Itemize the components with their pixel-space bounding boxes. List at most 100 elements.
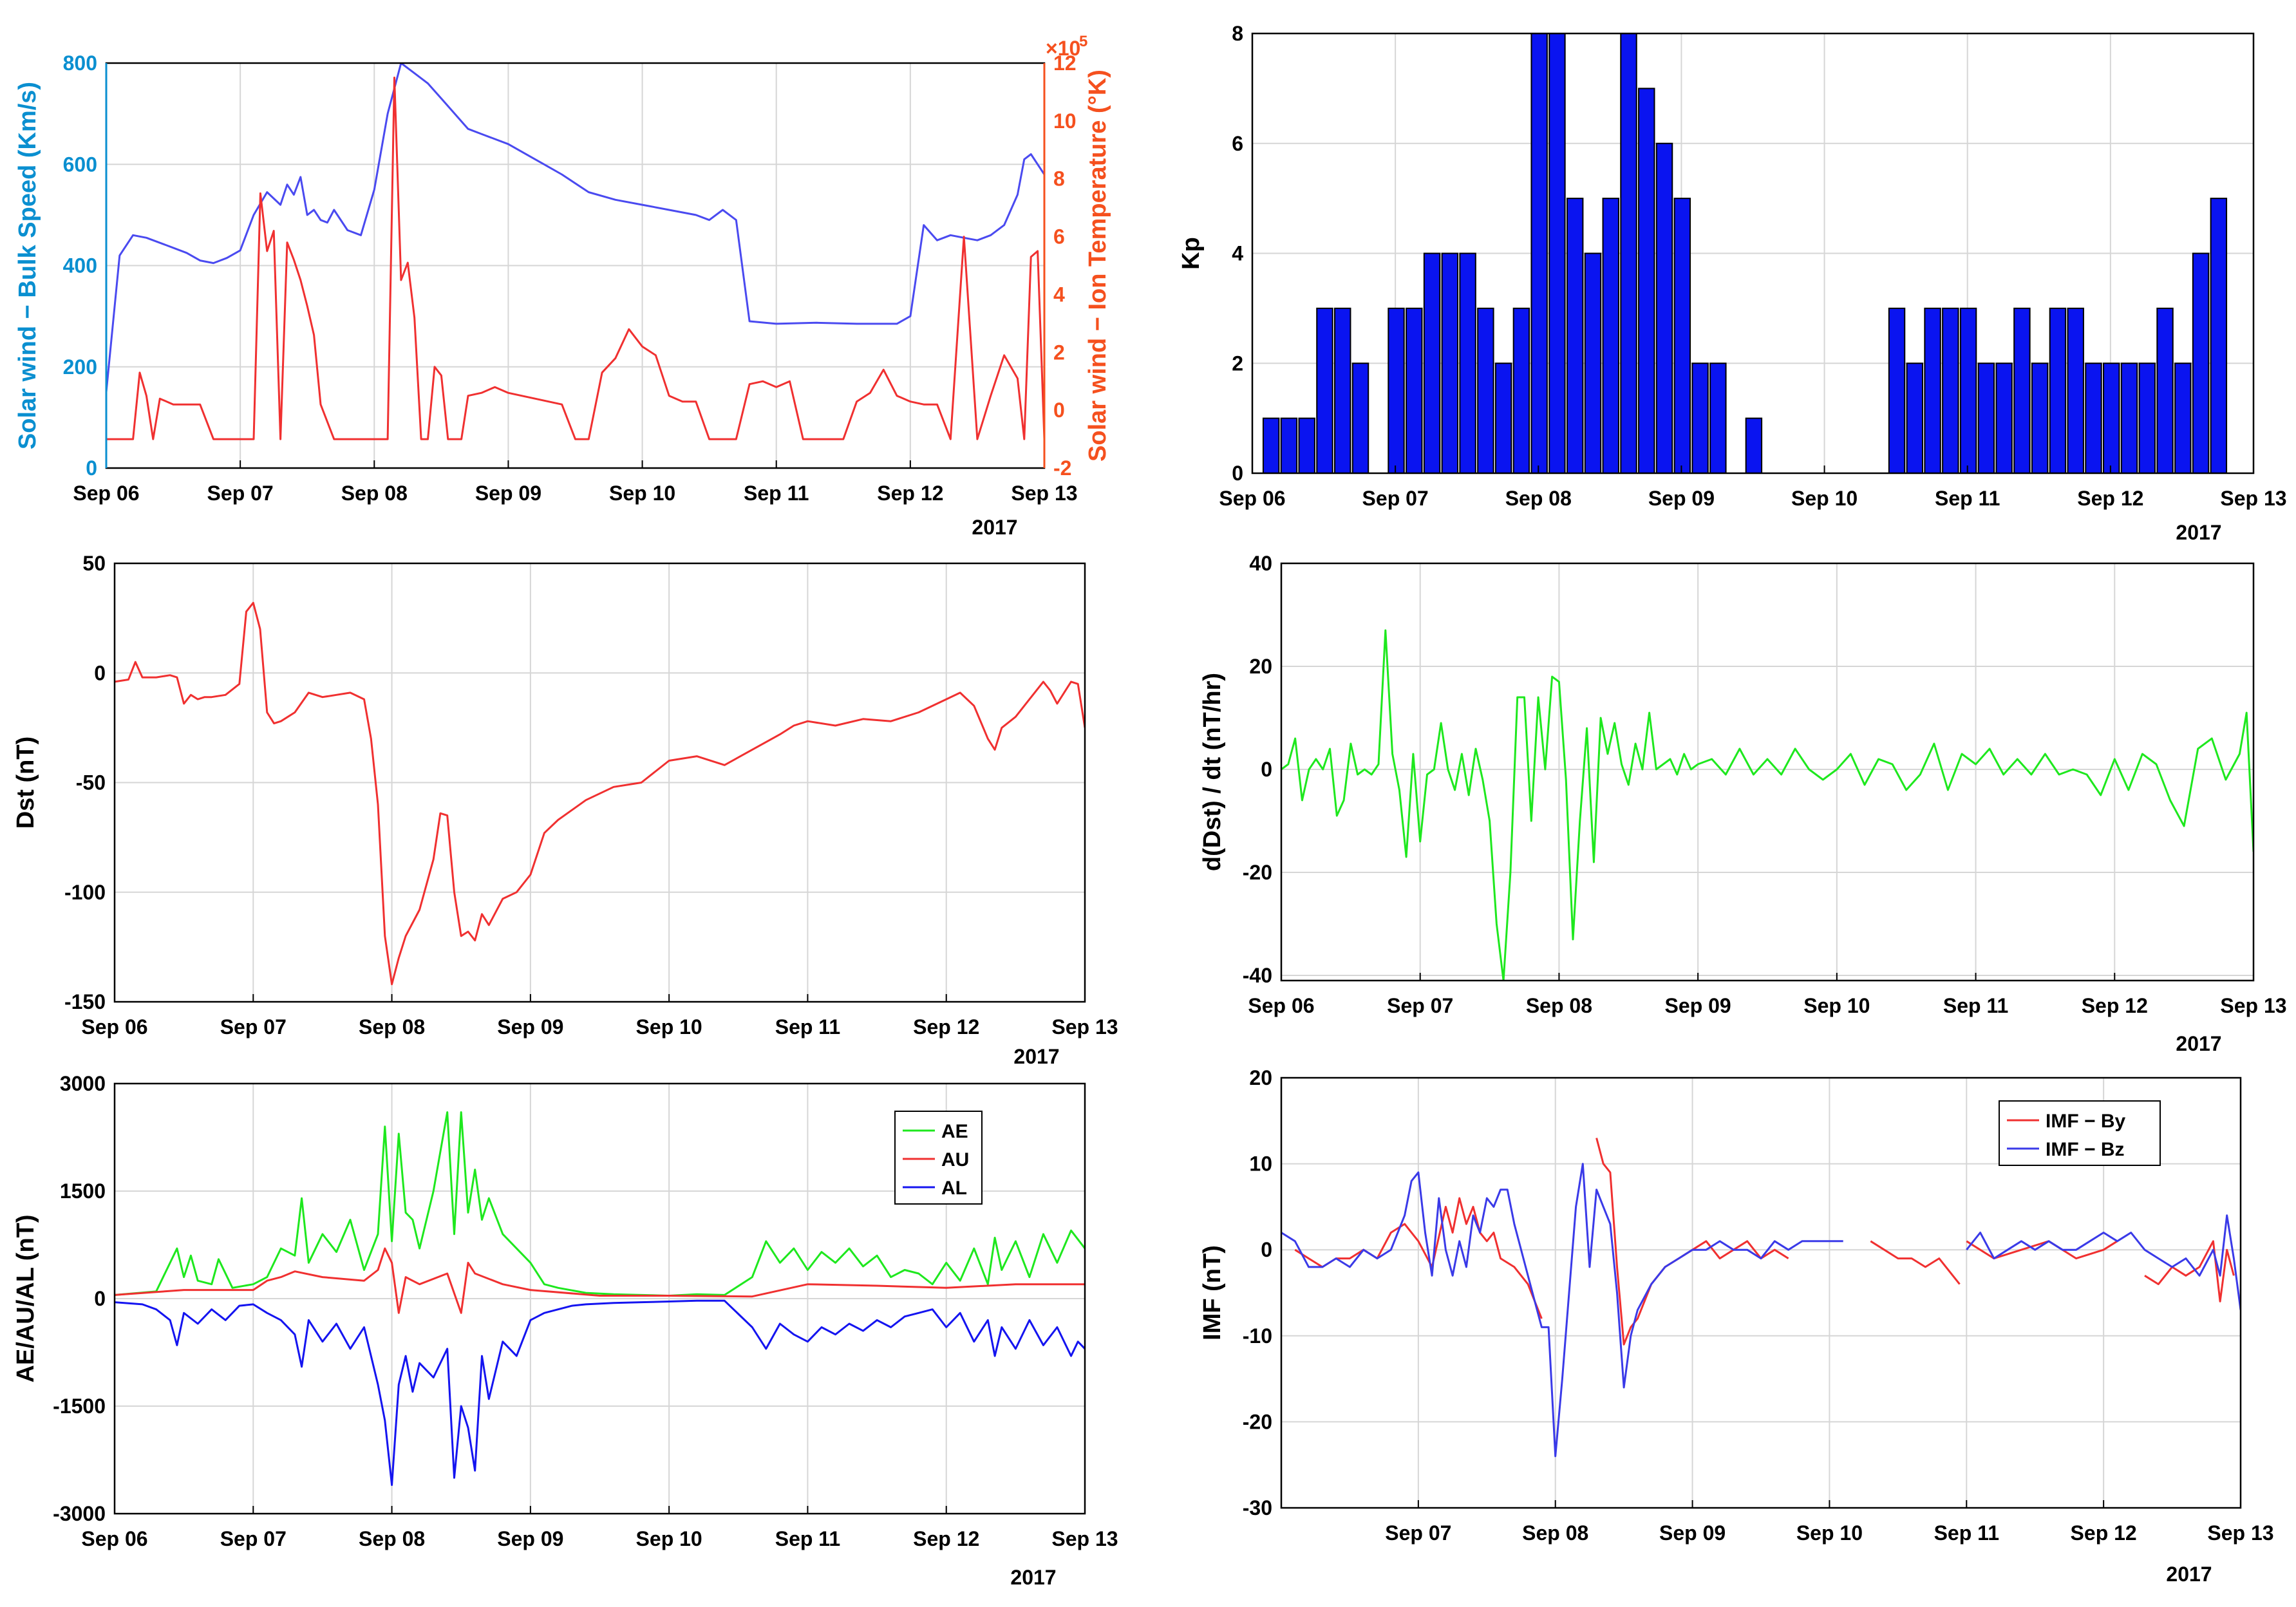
kp-bar	[1959, 307, 1977, 473]
x-tick-label: Sep 13	[2207, 1521, 2273, 1545]
y-tick-label: -10	[1243, 1324, 1272, 1348]
y-right-axis-label: Solar wind − Ion Temperature (°K)	[1084, 70, 1111, 462]
x-tick-label: Sep 06	[1248, 994, 1314, 1017]
series-line-iontemperature	[106, 77, 1044, 440]
x-tick-label: Sep 13	[1051, 1015, 1118, 1038]
y-tick-label: -100	[64, 881, 106, 904]
y-tick-label: 4	[1232, 242, 1243, 265]
kp-bar	[1406, 307, 1423, 473]
y-right-tick-label: 4	[1053, 283, 1065, 306]
x-tick-label: Sep 06	[81, 1015, 147, 1038]
kp-bar	[1942, 307, 1959, 473]
x-tick-label: Sep 08	[1505, 487, 1572, 510]
x-tick-label: Sep 07	[220, 1015, 287, 1038]
x-tick-label: Sep 08	[1522, 1521, 1588, 1545]
y-axis-label: Solar wind − Bulk Speed (Km/s)	[14, 82, 41, 449]
x-tick-label: Sep 08	[359, 1527, 425, 1550]
y-right-tick-label: -2	[1053, 456, 1071, 480]
y-tick-label: -3000	[53, 1502, 106, 1525]
year-label: 2017	[972, 516, 1017, 539]
x-tick-label: Sep 12	[2077, 487, 2143, 510]
kp-bar	[2013, 307, 2031, 473]
y-tick-label: 20	[1249, 1066, 1272, 1089]
x-tick-label: Sep 10	[636, 1527, 702, 1550]
kp-bar	[1351, 362, 1369, 473]
legend-label: IMF − By	[2046, 1111, 2126, 1132]
y-tick-label: 600	[63, 153, 97, 176]
y-right-tick-label: 12	[1053, 52, 1077, 75]
kp-bar	[1977, 362, 1995, 473]
series-line-bulkspeed	[106, 63, 1044, 393]
y-right-tick-label: 8	[1053, 167, 1065, 191]
kp-bar	[1906, 362, 1924, 473]
axes-box	[1280, 1076, 2242, 1509]
series-line-ae	[115, 1111, 1085, 1297]
y-tick-label: 8	[1232, 22, 1243, 45]
kp-bar	[2120, 362, 2138, 473]
legend-label: AL	[941, 1178, 967, 1199]
kp-bar	[1512, 307, 1530, 473]
x-tick-label: Sep 12	[2082, 994, 2148, 1017]
x-tick-label: Sep 07	[207, 482, 274, 505]
x-tick-label: Sep 06	[73, 482, 139, 505]
x-tick-label: Sep 13	[1011, 482, 1077, 505]
y-tick-label: 0	[1261, 1238, 1272, 1261]
x-tick-label: Sep 11	[1935, 487, 2000, 510]
axes-box	[1280, 562, 2255, 982]
right-axis-multiplier: ×10	[1046, 37, 1080, 60]
series-line-imfbz	[1281, 1163, 1843, 1458]
x-tick-label: Sep 12	[913, 1527, 979, 1550]
y-right-tick-label: 6	[1053, 225, 1065, 249]
x-tick-label: Sep 06	[1219, 487, 1285, 510]
x-tick-label: Sep 09	[497, 1015, 563, 1038]
x-tick-label: Sep 13	[1051, 1527, 1118, 1550]
x-tick-label: Sep 07	[1385, 1521, 1451, 1545]
series-line-imfbz	[1966, 1214, 2241, 1310]
x-tick-label: Sep 07	[1362, 487, 1429, 510]
plot-area	[1281, 1138, 2241, 1458]
x-tick-label: Sep 10	[609, 482, 675, 505]
plot-area	[1281, 629, 2254, 981]
y-tick-label: -150	[64, 990, 106, 1013]
x-tick-label: Sep 10	[1791, 487, 1858, 510]
y-tick-label: 6	[1232, 132, 1243, 155]
y-tick-label: 10	[1249, 1152, 1272, 1176]
kp-bar	[2138, 362, 2156, 473]
y-right-tick-label: 0	[1053, 399, 1065, 422]
y-tick-label: -20	[1243, 861, 1272, 884]
kp-bar	[1655, 142, 1673, 473]
panel-p2: Sep 06 Sep 07 Sep 08 Sep 09 Sep 10 Sep 11 Sep …	[1178, 22, 2287, 544]
kp-bar	[1673, 198, 1691, 473]
kp-bar	[1262, 417, 1280, 473]
y-axis-label: Kp	[1178, 237, 1205, 270]
legend-box	[894, 1111, 983, 1205]
kp-bar	[1548, 33, 1566, 473]
y-tick-label: 800	[63, 52, 97, 75]
x-tick-label: Sep 11	[775, 1527, 840, 1550]
legend-label: IMF − Bz	[2046, 1139, 2125, 1160]
y-tick-label: -40	[1243, 964, 1272, 987]
kp-bar	[1298, 417, 1315, 473]
plot-area	[115, 601, 1085, 986]
series-line-imfby	[1294, 1197, 1543, 1319]
kp-bar	[1620, 33, 1637, 473]
y-tick-label: 40	[1249, 552, 1272, 575]
x-tick-label: Sep 12	[877, 482, 943, 505]
y-tick-label: -20	[1243, 1410, 1272, 1433]
x-tick-label: Sep 09	[1665, 994, 1731, 1017]
y-axis-label: d(Dst) / dt (nT/hr)	[1199, 673, 1226, 871]
series-line-ddstdt	[1281, 629, 2254, 981]
y-tick-label: 0	[86, 456, 97, 480]
x-tick-label: Sep 10	[636, 1015, 702, 1038]
y-tick-label: 400	[63, 254, 97, 277]
kp-bar	[2174, 362, 2192, 473]
y-tick-label: -50	[76, 771, 106, 794]
y-axis-label: Dst (nT)	[12, 737, 39, 829]
legend-label: AE	[941, 1121, 968, 1142]
kp-bar	[1477, 307, 1494, 473]
legend-box	[1999, 1100, 2161, 1166]
x-tick-label: Sep 08	[359, 1015, 425, 1038]
kp-bar	[1888, 307, 1906, 473]
panel-p3: Sep 06 Sep 07 Sep 08 Sep 09 Sep 10 Sep 11 Sep …	[12, 552, 1118, 1068]
